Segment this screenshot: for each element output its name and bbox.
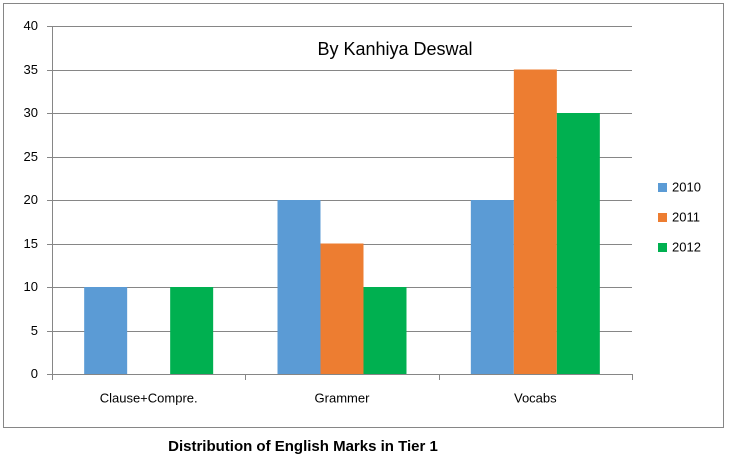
bar	[170, 287, 214, 374]
y-tick-label: 15	[24, 236, 38, 251]
bar	[320, 243, 364, 374]
y-tick-label: 20	[24, 192, 38, 207]
chart-title: Distribution of English Marks in Tier 1	[168, 438, 438, 455]
y-tick-label: 5	[31, 323, 38, 338]
y-tick-label: 0	[31, 366, 38, 381]
legend-swatch	[658, 183, 667, 192]
bar	[84, 287, 128, 374]
legend-label: 2011	[672, 209, 700, 224]
y-tick-label: 35	[24, 62, 38, 77]
y-tick-label: 40	[24, 18, 38, 33]
legend-swatch	[658, 213, 667, 222]
y-tick-label: 30	[24, 105, 38, 120]
x-tick-label: Clause+Compre.	[100, 390, 198, 405]
y-tick-label: 25	[24, 149, 38, 164]
bar	[556, 113, 600, 374]
bar	[470, 200, 514, 374]
x-tick-label: Vocabs	[514, 390, 557, 405]
bar	[363, 287, 407, 374]
legend-label: 2012	[672, 239, 701, 254]
annotation: By Kanhiya Deswal	[317, 39, 472, 59]
x-tick-label: Grammer	[315, 390, 371, 405]
bar	[277, 200, 321, 374]
y-tick-label: 10	[24, 279, 38, 294]
legend-swatch	[658, 243, 667, 252]
bar	[513, 69, 557, 374]
legend-label: 2010	[672, 179, 701, 194]
